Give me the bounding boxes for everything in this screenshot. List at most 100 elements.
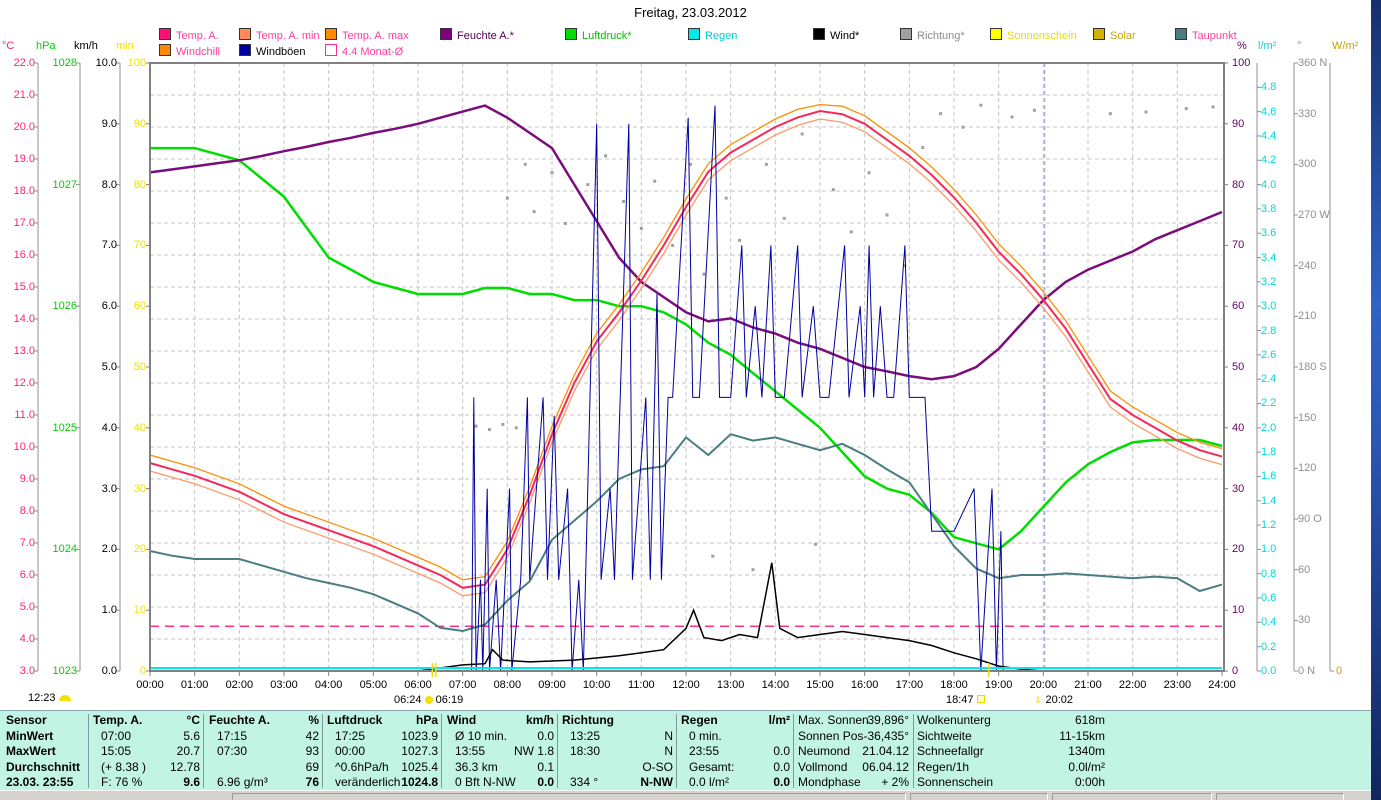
table-cell-value: 12.78 — [169, 759, 200, 774]
legend-item: 4.4 Monat-Ø — [325, 44, 403, 58]
axis-label-lm2: 2.8 — [1261, 324, 1277, 337]
x-axis-label: 05:00 — [359, 679, 388, 691]
legend-swatch-icon — [159, 44, 171, 56]
axis-label-lm2: 3.6 — [1261, 227, 1277, 240]
table-cell-label: 15:05 — [101, 744, 132, 759]
series-taupunkt — [149, 433, 1223, 633]
astro-row-value: -36,435° — [863, 728, 910, 743]
table-cell-label: 334 ° — [570, 775, 599, 790]
solar-noon-annotation: 12:23 — [28, 692, 71, 704]
legend-item: Wind* — [813, 28, 859, 42]
moon-time: 20:02 — [1045, 694, 1073, 706]
axis-label-lm2: 0.6 — [1261, 592, 1277, 605]
x-axis-label: 13:00 — [716, 679, 745, 691]
axis-label-lm2: 1.8 — [1261, 446, 1277, 459]
axis-label-degC: 17.0 — [13, 217, 35, 229]
axis-label-lm2: 0.0 — [1261, 665, 1277, 677]
axis-label-min: 90 — [133, 117, 146, 130]
axis-label-deg: 240 — [1298, 259, 1317, 272]
richtung-dot — [604, 154, 608, 158]
table-cell-value: 20.7 — [176, 744, 200, 759]
legend-label: Luftdruck* — [582, 30, 632, 42]
legend-label: Temp. A. min — [256, 30, 320, 42]
column-unit: l/m² — [768, 713, 790, 727]
axis-header-kmh: km/h — [74, 40, 98, 52]
sun-mark — [988, 663, 990, 677]
table-cell-value: 42 — [305, 728, 319, 743]
table-cell-value: 0.0 — [773, 744, 790, 759]
astro-row-value: + 2% — [881, 775, 909, 790]
axis-label-kmh: 0.0 — [101, 665, 117, 677]
legend-item: Temp. A. max — [325, 28, 409, 42]
axis-label-lm2: 0.8 — [1261, 567, 1277, 580]
axis-label-pct: 50 — [1232, 361, 1245, 373]
dawn-time: 06:24 — [394, 694, 422, 706]
axis-label-degC: 3.0 — [19, 665, 35, 677]
axis-label-lm2: 1.6 — [1261, 470, 1277, 483]
table-cell-label: 36.3 km — [455, 759, 498, 774]
axis-label-lm2: 2.6 — [1261, 348, 1277, 361]
table-cell-label: 0 Bft N-NW — [455, 775, 516, 790]
series-windboeen — [150, 105, 1222, 672]
axis-label-lm2: 4.0 — [1261, 178, 1277, 191]
table-cell-value: 0.0 — [773, 775, 790, 790]
axis-label-deg: 270 W — [1298, 209, 1330, 221]
column-header: Feuchte A. — [209, 713, 270, 727]
axis-label-hPa: 1028 — [52, 57, 77, 69]
axis-label-kmh: 9.0 — [101, 117, 117, 130]
richtung-dot — [831, 188, 835, 192]
richtung-dot — [961, 125, 965, 129]
axis-label-degC: 9.0 — [19, 473, 35, 485]
axis-label-degC: 18.0 — [13, 185, 35, 197]
table-cell-label: 0 min. — [689, 728, 722, 743]
axis-label-kmh: 10.0 — [95, 57, 117, 69]
series-luftdruck — [150, 146, 1223, 551]
x-axis-label: 10:00 — [582, 679, 611, 691]
legend-label: Windböen — [256, 46, 306, 58]
legend-label: Feuchte A.* — [457, 30, 514, 42]
axis-label-hPa: 1023 — [52, 665, 77, 677]
axis-label-pct: 70 — [1232, 239, 1245, 252]
legend-item: Sonnenschein — [990, 28, 1077, 42]
axis-label-degC: 11.0 — [14, 409, 35, 421]
table-cell-value: N — [664, 744, 673, 759]
astro-row-label: Neumond — [798, 744, 851, 759]
axis-label-pct: 10 — [1232, 604, 1245, 617]
table-cell-label: Gesamt: — [689, 759, 735, 774]
axis-label-degC: 15.0 — [13, 281, 35, 293]
legend-swatch-icon — [1093, 28, 1105, 40]
conditions-row-value: 0:00h — [1074, 775, 1105, 790]
axis-label-min: 60 — [133, 300, 146, 313]
table-cell-label: 07:30 — [217, 744, 248, 759]
axis-label-wm2: 0 — [1336, 665, 1343, 677]
axis-label-lm2: 1.4 — [1261, 494, 1277, 507]
richtung-dot — [1032, 108, 1036, 112]
sunset-square-icon — [976, 695, 985, 703]
axis-label-lm2: 4.4 — [1261, 129, 1277, 142]
x-axis-label: 15:00 — [806, 679, 834, 691]
astro-row-value: 21.04.12 — [862, 744, 909, 759]
sensor-row-label: 23.03. 23:55 — [6, 775, 74, 790]
axis-label-lm2: 0.4 — [1261, 616, 1277, 629]
axis-label-deg: 330 — [1298, 107, 1317, 120]
axis-label-lm2: 3.8 — [1261, 202, 1277, 215]
x-axis-label: 22:00 — [1118, 679, 1147, 691]
axis-label-pct: 30 — [1232, 482, 1245, 495]
legend-swatch-icon — [565, 28, 577, 40]
sensor-row-label: Durchschnitt — [6, 759, 81, 774]
axis-label-degC: 4.0 — [19, 633, 35, 645]
table-cell-label: 07:00 — [101, 728, 132, 743]
table-divider — [203, 714, 204, 788]
column-header: Temp. A. — [93, 713, 143, 727]
richtung-dot — [702, 272, 706, 276]
axis-label-kmh: 1.0 — [101, 604, 117, 617]
axis-label-kmh: 4.0 — [101, 421, 117, 434]
legend-item: Temp. A. — [159, 28, 219, 42]
table-cell-value — [726, 729, 790, 744]
richtung-dot — [501, 422, 505, 426]
axis-label-lm2: 4.2 — [1261, 154, 1277, 167]
legend-item: Windchill — [159, 44, 220, 58]
x-axis-label: 12:00 — [672, 679, 700, 691]
series-wind — [150, 562, 1222, 672]
